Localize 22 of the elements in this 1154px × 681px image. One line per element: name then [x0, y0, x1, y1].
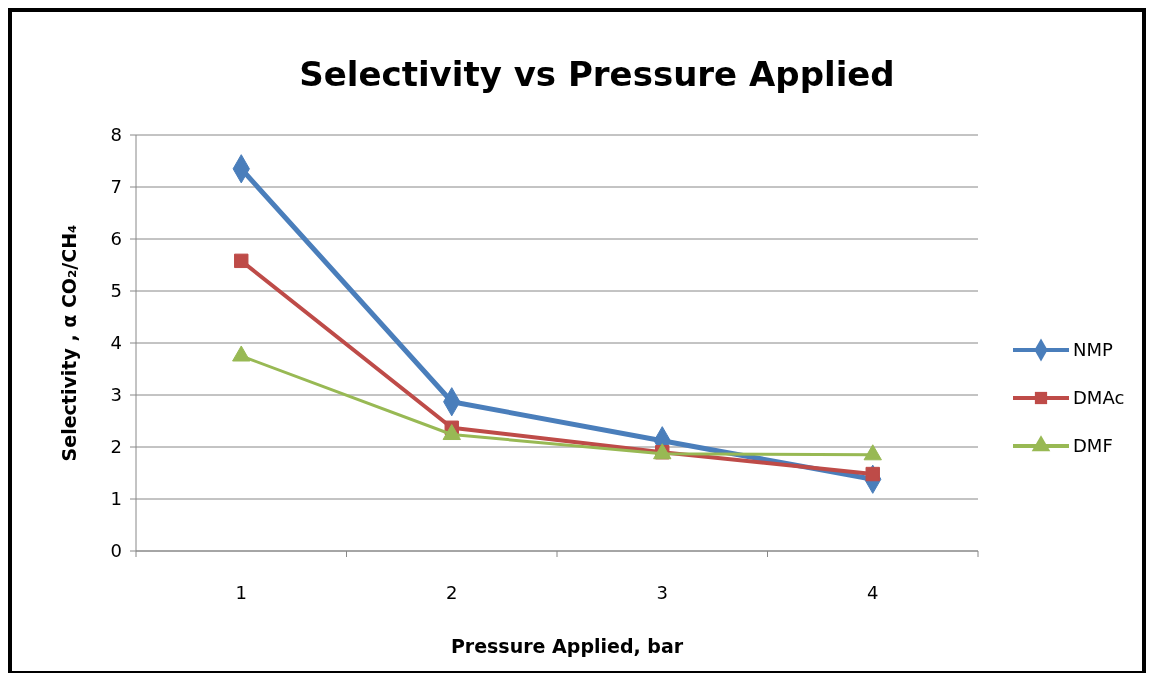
legend-label: DMAc [1073, 387, 1125, 409]
point [863, 444, 882, 461]
y-tick-label: 5 [110, 280, 122, 302]
x-tick-label: 4 [867, 582, 879, 603]
x-tick-label: 3 [656, 582, 668, 603]
y-tick-label: 6 [110, 228, 122, 250]
x-axis-title: Pressure Applied, bar [450, 635, 684, 657]
y-axis-title: Selectivity , α CO₂/CH₄ [58, 224, 80, 462]
y-tick-label: 2 [110, 436, 122, 458]
y-tick-label: 1 [110, 488, 122, 510]
y-tick-label: 0 [110, 540, 122, 562]
y-tick-label: 8 [110, 124, 122, 146]
point [442, 424, 461, 441]
y-tick-label: 4 [110, 332, 122, 354]
y-tick-label: 7 [110, 176, 122, 198]
legend-label: NMP [1073, 339, 1113, 361]
chart-title: Selectivity vs Pressure Applied [299, 54, 895, 94]
y-tick-label: 3 [110, 384, 122, 406]
point [234, 253, 249, 269]
legend-label: DMF [1073, 435, 1113, 457]
x-tick-label: 2 [446, 582, 458, 603]
x-tick-label: 1 [235, 582, 247, 603]
